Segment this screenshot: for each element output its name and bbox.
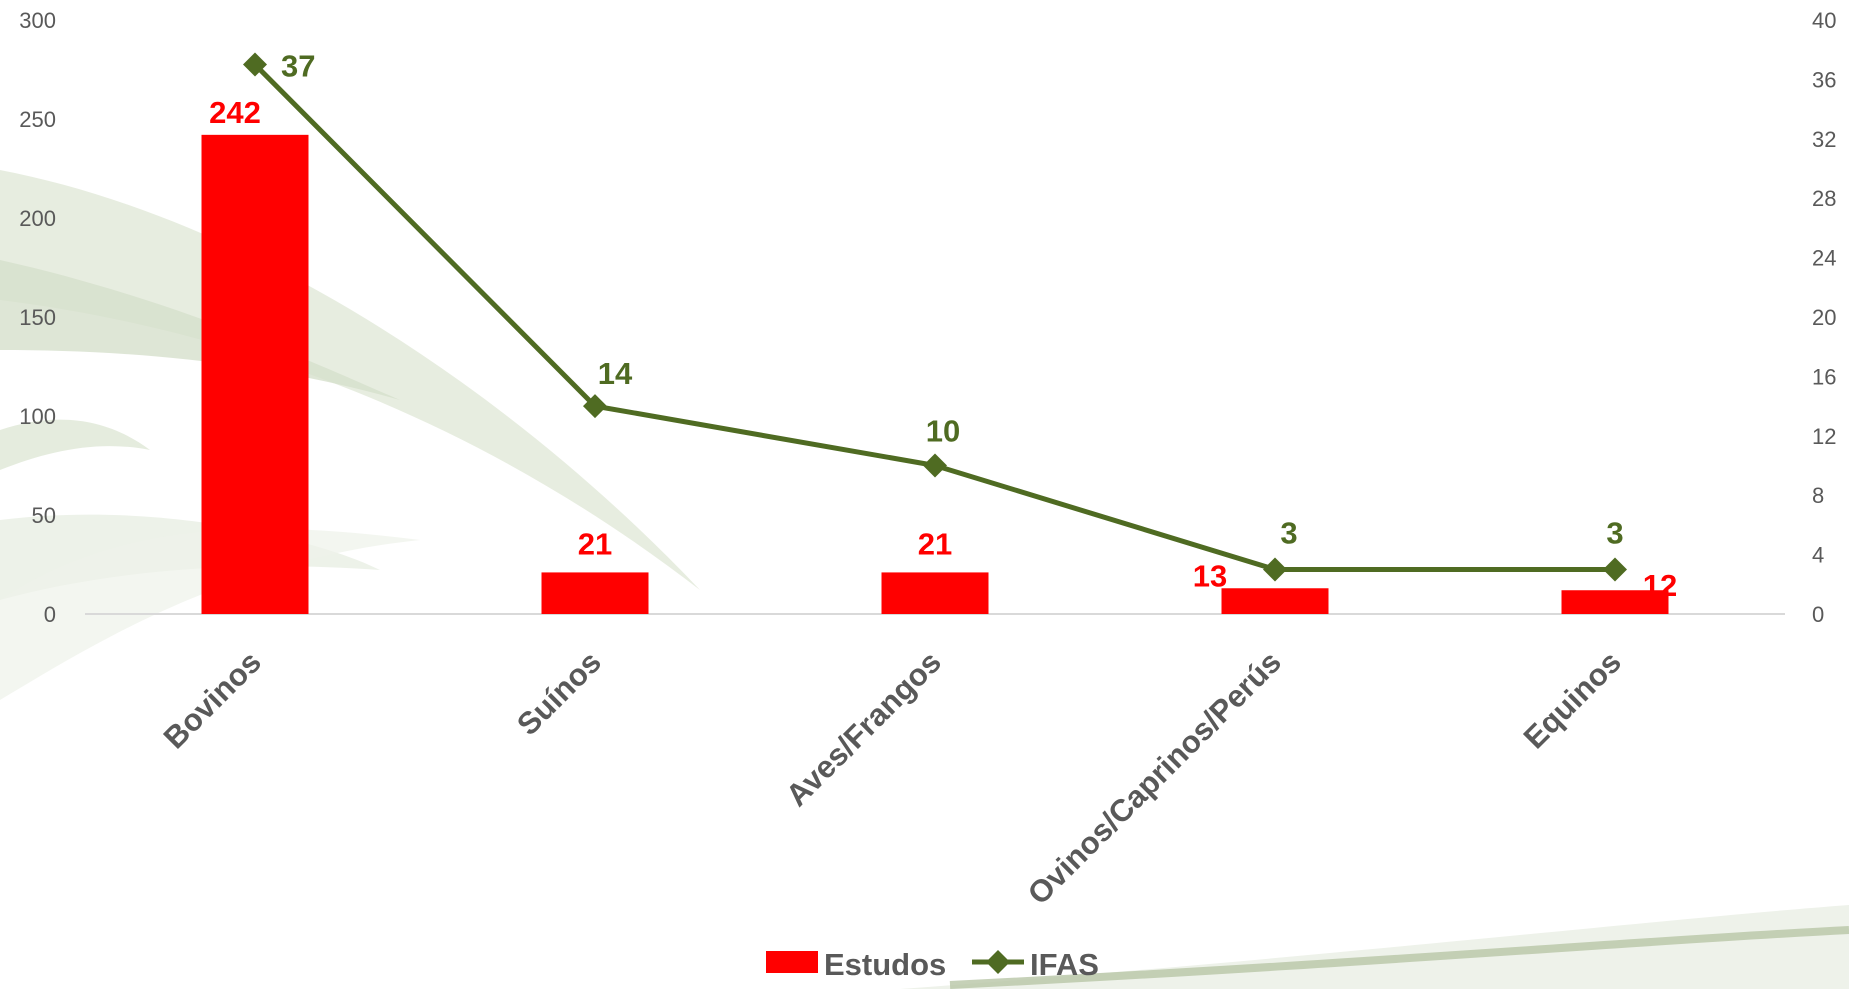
bar-estudos xyxy=(1561,590,1669,614)
data-label-ifas: 37 xyxy=(281,49,315,84)
marker-ifas xyxy=(1603,557,1627,582)
y-right-tick-label: 20 xyxy=(1812,305,1836,330)
data-label-ifas: 10 xyxy=(926,414,960,449)
data-label-ifas: 14 xyxy=(598,356,633,391)
legend-swatch-ifas-marker xyxy=(986,950,1010,974)
data-label-estudos: 21 xyxy=(578,526,612,561)
marker-ifas xyxy=(1263,557,1287,582)
data-label-ifas: 3 xyxy=(1280,515,1297,550)
y-left-tick-label: 50 xyxy=(32,503,56,528)
y-right-tick-label: 12 xyxy=(1812,424,1836,449)
bar-estudos xyxy=(881,572,989,614)
y-right-tick-label: 0 xyxy=(1812,602,1824,627)
bar-estudos xyxy=(1221,588,1329,614)
legend-label-estudos: Estudos xyxy=(824,947,946,982)
y-right-tick-label: 28 xyxy=(1812,186,1836,211)
y-right-tick-label: 24 xyxy=(1812,246,1836,271)
y-left-tick-label: 200 xyxy=(19,206,56,231)
y-left-tick-label: 150 xyxy=(19,305,56,330)
data-label-estudos: 21 xyxy=(918,526,952,561)
legend-swatch-estudos xyxy=(766,951,818,973)
y-right-tick-label: 40 xyxy=(1812,8,1836,33)
y-left-tick-label: 250 xyxy=(19,107,56,132)
marker-ifas xyxy=(583,394,607,419)
marker-ifas xyxy=(923,453,947,478)
data-label-estudos: 13 xyxy=(1193,558,1227,593)
data-label-estudos: 242 xyxy=(209,95,261,130)
bar-estudos xyxy=(201,134,309,614)
bar-estudos xyxy=(541,572,649,614)
y-left-tick-label: 0 xyxy=(44,602,56,627)
y-right-tick-label: 8 xyxy=(1812,483,1824,508)
y-right-tick-label: 36 xyxy=(1812,67,1836,92)
data-label-estudos: 12 xyxy=(1643,568,1677,603)
marker-ifas xyxy=(243,52,267,77)
y-left-tick-label: 300 xyxy=(19,8,56,33)
legend-label-ifas: IFAS xyxy=(1030,947,1099,982)
y-left-tick-label: 100 xyxy=(19,404,56,429)
y-right-tick-label: 4 xyxy=(1812,543,1824,568)
y-right-tick-label: 16 xyxy=(1812,364,1836,389)
y-right-tick-label: 32 xyxy=(1812,127,1836,152)
data-label-ifas: 3 xyxy=(1606,515,1623,550)
